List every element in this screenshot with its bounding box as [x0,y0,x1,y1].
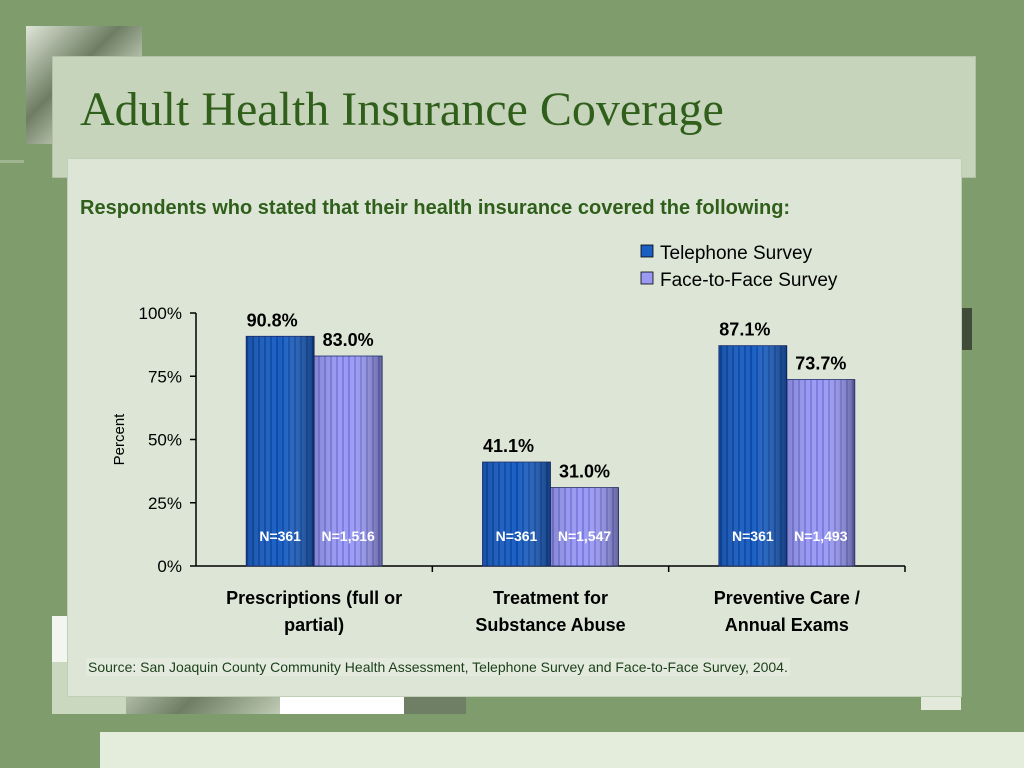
n-label: N=361 [496,528,538,544]
y-tick-label: 50% [148,431,182,450]
decor-block [0,160,24,163]
title-panel [52,56,976,178]
legend-swatch [640,244,654,258]
bar-shading [550,487,619,566]
x-tick-label: Treatment for [493,588,608,608]
y-tick-label: 100% [139,304,182,323]
bar-shading [482,462,551,566]
n-label: N=1,547 [558,528,612,544]
n-label: N=1,516 [322,528,376,544]
n-label: N=1,493 [794,528,848,544]
data-label: 87.1% [719,320,770,340]
bar-shading [246,336,315,566]
chart-subtitle: Respondents who stated that their health… [80,197,791,219]
x-tick-label: Annual Exams [725,615,849,635]
bar-shading [314,356,383,566]
x-tick-label: Prescriptions (full or [226,588,402,608]
legend-entry: Telephone Survey [660,243,813,264]
bar-shading [718,345,787,566]
y-tick-label: 75% [148,367,182,386]
data-label: 31.0% [559,462,610,482]
y-tick-label: 0% [157,557,182,576]
source-note: Source: San Joaquin County Community Hea… [86,658,790,676]
legend-swatch [640,271,654,285]
decor-block [100,732,1024,768]
x-tick-label: Substance Abuse [475,615,625,635]
x-tick-label: partial) [284,615,344,635]
data-label: 83.0% [323,330,374,350]
y-axis-title: Percent [111,413,128,466]
data-label: 41.1% [483,436,534,456]
page-title: Adult Health Insurance Coverage [80,83,724,136]
legend-entry: Face-to-Face Survey [660,270,838,291]
x-tick-label: Preventive Care / [714,588,860,608]
data-label: 90.8% [247,310,298,330]
n-label: N=361 [259,528,301,544]
n-label: N=361 [732,528,774,544]
y-tick-label: 25% [148,494,182,513]
data-label: 73.7% [795,354,846,374]
bar-shading [786,379,855,566]
